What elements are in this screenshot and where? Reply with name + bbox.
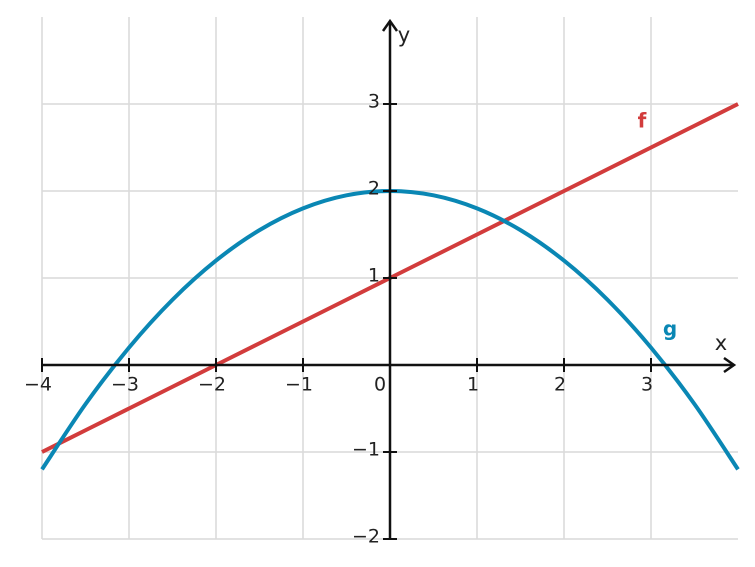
series-label: f <box>638 109 647 133</box>
x-axis-label: x <box>715 331 727 355</box>
y-tick-label: −1 <box>352 439 380 461</box>
x-tick-label: −2 <box>198 374 226 396</box>
y-axis-label: y <box>398 23 410 47</box>
y-tick-label: 3 <box>368 91 380 113</box>
y-tick-label: 1 <box>368 265 380 287</box>
y-arrow <box>381 18 399 32</box>
y-tick-label: 2 <box>368 178 380 200</box>
x-arrow <box>723 356 737 374</box>
x-tick-label: 0 <box>374 374 386 396</box>
y-tick-label: −2 <box>352 526 380 548</box>
x-tick-label: 3 <box>641 374 653 396</box>
x-tick-label: −1 <box>285 374 313 396</box>
x-tick-label: −3 <box>111 374 139 396</box>
axes: −4 −3 −2 −1 0 1 2 3 −2 −1 1 2 3 x y <box>24 18 737 548</box>
x-tick-label: −4 <box>24 374 52 396</box>
series-label: g <box>663 317 677 341</box>
x-tick-label: 2 <box>554 374 566 396</box>
x-tick-label: 1 <box>467 374 479 396</box>
